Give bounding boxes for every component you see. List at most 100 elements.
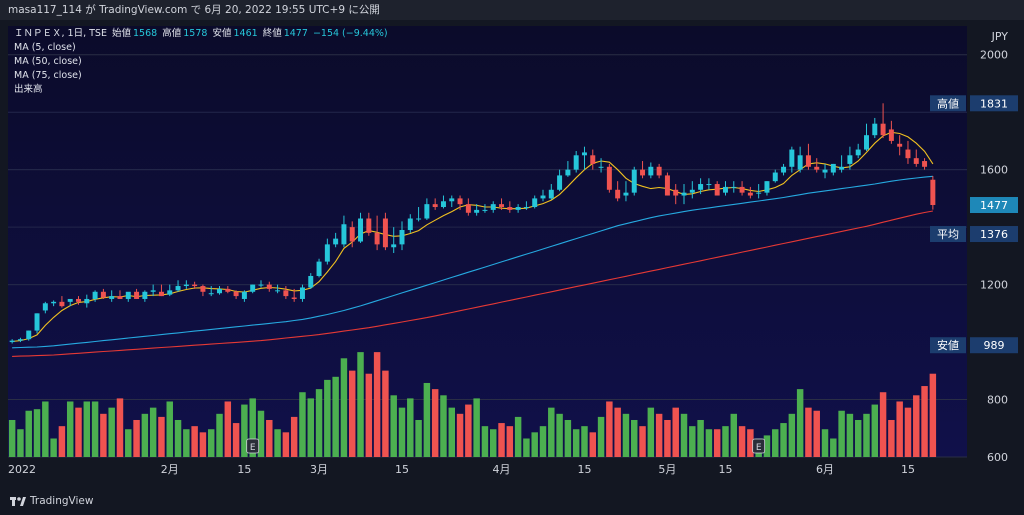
price-tag-value-1: 1477 — [980, 199, 1008, 212]
volume-bar-37 — [315, 389, 323, 457]
candle-body-104 — [872, 123, 878, 136]
candle-body-49 — [416, 218, 422, 220]
x-axis: 2022 2月 15 3月 15 4月 15 5月 15 6月 15 — [8, 463, 915, 476]
x-tick-6: 15 — [577, 463, 591, 476]
volume-bar-40 — [340, 358, 348, 457]
candle-body-67 — [565, 169, 571, 176]
candle-body-29 — [250, 284, 256, 292]
candle-body-45 — [382, 218, 388, 248]
candle-body-10 — [92, 291, 98, 299]
volume-bar-94 — [788, 413, 796, 457]
candle-body-28 — [241, 291, 247, 299]
volume-bar-67 — [564, 419, 572, 457]
candle-body-3 — [34, 313, 40, 331]
candle-body-14 — [125, 291, 131, 299]
volume-bar-23 — [199, 432, 207, 457]
candle-body-84 — [706, 184, 712, 186]
candle-body-109 — [913, 158, 919, 164]
legend-close-label: 終値 — [262, 28, 282, 39]
candle-body-58 — [490, 204, 496, 210]
candle-body-69 — [581, 152, 587, 156]
volume-bar-22 — [191, 426, 198, 457]
candle-body-32 — [275, 290, 281, 292]
volume-bar-101 — [846, 413, 854, 457]
candle-body-1 — [17, 339, 23, 341]
legend-volume[interactable]: 出来高 — [14, 84, 43, 95]
candle-body-17 — [150, 290, 156, 292]
volume-bar-0 — [8, 419, 16, 457]
volume-bar-36 — [307, 398, 314, 457]
volume-bar-49 — [415, 419, 422, 457]
volume-bar-57 — [481, 426, 489, 457]
legend-ma5[interactable]: MA (5, close) — [14, 42, 76, 53]
volume-bar-2 — [25, 410, 32, 457]
candle-body-40 — [341, 224, 347, 245]
volume-bar-54 — [456, 413, 464, 457]
volume-bar-15 — [133, 419, 140, 457]
price-candles — [9, 103, 936, 344]
price-tag-bg-0 — [970, 95, 1018, 112]
candle-body-95 — [797, 155, 803, 170]
candle-body-46 — [391, 244, 397, 248]
volume-bar-52 — [440, 395, 447, 457]
volume-bar-89 — [747, 429, 754, 457]
candle-body-75 — [631, 169, 637, 193]
volume-bar-26 — [224, 401, 232, 457]
candle-body-107 — [897, 143, 903, 147]
y-axis-panel — [967, 20, 1024, 491]
earnings-marker-1 — [246, 438, 260, 454]
candle-body-110 — [922, 161, 928, 167]
volume-bar-102 — [854, 419, 862, 457]
candle-body-93 — [781, 166, 787, 173]
candle-body-106 — [888, 129, 894, 141]
legend-ma75[interactable]: MA (75, close) — [14, 70, 82, 81]
price-tag-label-3: 安値 — [937, 338, 959, 352]
candle-body-23 — [200, 286, 206, 292]
candle-body-12 — [109, 296, 115, 299]
candle-body-41 — [349, 227, 355, 242]
candle-body-34 — [291, 297, 297, 299]
volume-bar-28 — [241, 404, 248, 457]
candle-body-81 — [681, 192, 687, 196]
candle-body-78 — [656, 166, 662, 176]
candle-body-27 — [233, 291, 239, 297]
candle-body-25 — [217, 288, 223, 294]
volume-bar-8 — [75, 407, 82, 457]
candle-body-31 — [266, 284, 272, 289]
footer-bar: TradingView — [0, 491, 1024, 515]
volume-bar-97 — [813, 410, 820, 457]
volume-bar-41 — [348, 370, 356, 457]
candle-body-2 — [26, 330, 32, 340]
volume-bar-91 — [763, 435, 771, 457]
candle-body-64 — [540, 195, 546, 199]
candle-body-22 — [192, 284, 198, 287]
candle-body-97 — [814, 166, 820, 170]
candle-body-100 — [839, 166, 845, 170]
volume-bar-76 — [639, 426, 646, 457]
volume-bar-69 — [581, 426, 588, 457]
y-tick-0: 600 — [987, 451, 1008, 464]
volume-bar-100 — [838, 410, 845, 457]
legend-change: −154 (−9.44%) — [312, 28, 388, 39]
volume-bar-72 — [606, 401, 613, 457]
candle-body-54 — [457, 198, 463, 205]
candle-body-44 — [374, 232, 380, 245]
candle-body-70 — [590, 155, 596, 164]
candle-body-30 — [258, 284, 264, 286]
candle-body-11 — [100, 291, 106, 298]
volume-bar-75 — [631, 419, 638, 457]
plot-area[interactable] — [8, 26, 967, 457]
candle-body-33 — [283, 290, 289, 297]
legend-close: 1477 — [283, 28, 308, 39]
volume-bar-29 — [249, 398, 256, 457]
volume-bar-21 — [183, 429, 190, 457]
candle-body-37 — [316, 261, 322, 276]
legend-symbol: ＩＮＰＥＸ, 1日, TSE — [14, 28, 107, 39]
volume-bar-44 — [373, 352, 381, 457]
legend-ma50[interactable]: MA (50, close) — [14, 56, 82, 67]
volume-bar-103 — [863, 413, 870, 457]
volume-bar-24 — [207, 429, 215, 457]
volume-bar-86 — [722, 426, 729, 457]
